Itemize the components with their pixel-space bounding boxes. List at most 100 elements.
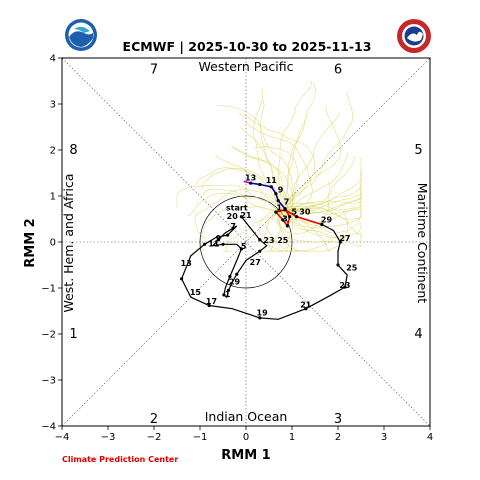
ensemble-member <box>282 197 362 208</box>
observed-point <box>228 274 232 279</box>
forecast-point <box>320 222 324 227</box>
ensemble-member <box>288 202 362 211</box>
observed-point <box>338 240 342 244</box>
observed-point <box>304 307 308 311</box>
forecast-point <box>249 181 253 185</box>
noaa-logo <box>65 19 97 51</box>
x-tick-label: 3 <box>381 432 387 443</box>
observed-point <box>203 242 207 246</box>
observed-day-label: 23 <box>263 236 274 245</box>
credit-text: Climate Prediction Center <box>62 455 178 464</box>
phase-number: 8 <box>69 143 77 158</box>
y-tick-label: −2 <box>41 330 56 341</box>
observed-day-label: 13 <box>181 259 192 268</box>
forecast-day-label: 3 <box>282 214 288 223</box>
diagonal-line <box>61 57 431 427</box>
forecast-day-label: 13 <box>245 173 256 182</box>
phase-number: 6 <box>334 63 342 78</box>
forecast-point <box>285 224 289 228</box>
ensemble-member <box>278 180 331 235</box>
unit-circle <box>199 195 293 289</box>
observed-point <box>226 288 231 292</box>
ensemble-member <box>281 111 341 214</box>
observed-point <box>343 285 347 289</box>
ensemble-member <box>200 205 287 252</box>
observed-day-label: 11 <box>208 240 220 249</box>
observed-day-label: 5 <box>241 242 247 251</box>
y-tick-label: 4 <box>50 54 56 65</box>
ensemble-member <box>222 213 279 252</box>
region-right-label: Maritime Continent <box>415 183 430 303</box>
ensemble-member <box>286 81 317 204</box>
ensemble-member <box>258 206 305 252</box>
observed-day-label: 23 <box>339 281 350 290</box>
observed-day-label: 9 <box>216 234 222 243</box>
ensemble-member <box>216 105 295 215</box>
observed-day-label: 25 <box>346 264 358 273</box>
forecast-day-label: 11 <box>266 176 278 185</box>
x-tick-label: 1 <box>289 432 295 443</box>
y-tick-label: 2 <box>50 146 56 157</box>
ensemble-member <box>280 179 362 212</box>
ensemble-member <box>253 100 281 205</box>
ensemble-member <box>245 122 314 210</box>
phase-number: 7 <box>150 63 158 78</box>
x-tick-label: 2 <box>335 432 341 443</box>
y-tick-label: 3 <box>50 100 56 111</box>
observed-day-label: 15 <box>190 288 202 297</box>
observed-point <box>216 238 220 242</box>
diagonal-guides <box>61 57 431 427</box>
ensemble-member <box>176 184 290 212</box>
ensemble-member <box>281 119 306 204</box>
observed-day-label: 7 <box>230 222 236 231</box>
phase-number: 2 <box>150 412 158 427</box>
ensemble-member <box>280 106 342 212</box>
observed-point <box>258 316 262 320</box>
observed-day-label: 29 <box>321 216 333 225</box>
forecast-day-label: 1 <box>276 204 282 213</box>
y-tick-label: 1 <box>50 192 56 203</box>
forecast-point <box>274 192 278 196</box>
x-tick-label: −1 <box>193 432 208 443</box>
phase-number: 5 <box>414 143 422 158</box>
ensemble-member <box>287 157 362 214</box>
x-tick-label: 4 <box>427 432 433 443</box>
observed-point <box>231 226 235 230</box>
ensemble-member <box>277 80 313 214</box>
y-tick-label: −1 <box>41 284 56 295</box>
observed-day-label: 29 <box>229 277 241 286</box>
forecast-day-label: 7 <box>284 197 290 206</box>
ensemble-member <box>201 167 289 210</box>
ensemble-member <box>231 145 294 208</box>
forecast-point <box>269 185 273 189</box>
region-top-label: Western Pacific <box>199 59 294 74</box>
observed-day-label: 1 <box>225 290 231 299</box>
observed-day-label: 21 <box>240 211 252 220</box>
observed-point <box>226 233 230 237</box>
x-tick-label: 0 <box>243 432 249 443</box>
observed-point <box>258 238 262 242</box>
y-axis-label: RMM 2 <box>23 218 38 267</box>
y-tick-label: 0 <box>50 238 56 249</box>
observed-day-label: start <box>226 204 248 213</box>
phase-number: 1 <box>69 327 77 342</box>
observed-day-label: 27 <box>250 258 261 267</box>
forecast-point <box>283 207 287 211</box>
observed-point <box>221 242 225 246</box>
ensemble-member <box>232 146 291 212</box>
x-tick-label: −3 <box>101 432 116 443</box>
observed-day-label: 21 <box>300 300 312 309</box>
ensemble-member <box>238 113 315 204</box>
forecast-point <box>281 218 285 222</box>
ensemble-member <box>187 193 287 217</box>
region-bottom-label: Indian Ocean <box>205 409 288 424</box>
forecast-day-label: 5 <box>292 207 298 216</box>
phase-number: 3 <box>334 412 342 427</box>
forecast-day-label: 9 <box>278 185 284 194</box>
observed-day-label: 25 <box>277 236 289 245</box>
x-axis-label: RMM 1 <box>221 448 270 463</box>
ensemble-member <box>265 208 290 252</box>
ensemble-member <box>280 208 362 234</box>
ensemble-member <box>278 209 347 246</box>
